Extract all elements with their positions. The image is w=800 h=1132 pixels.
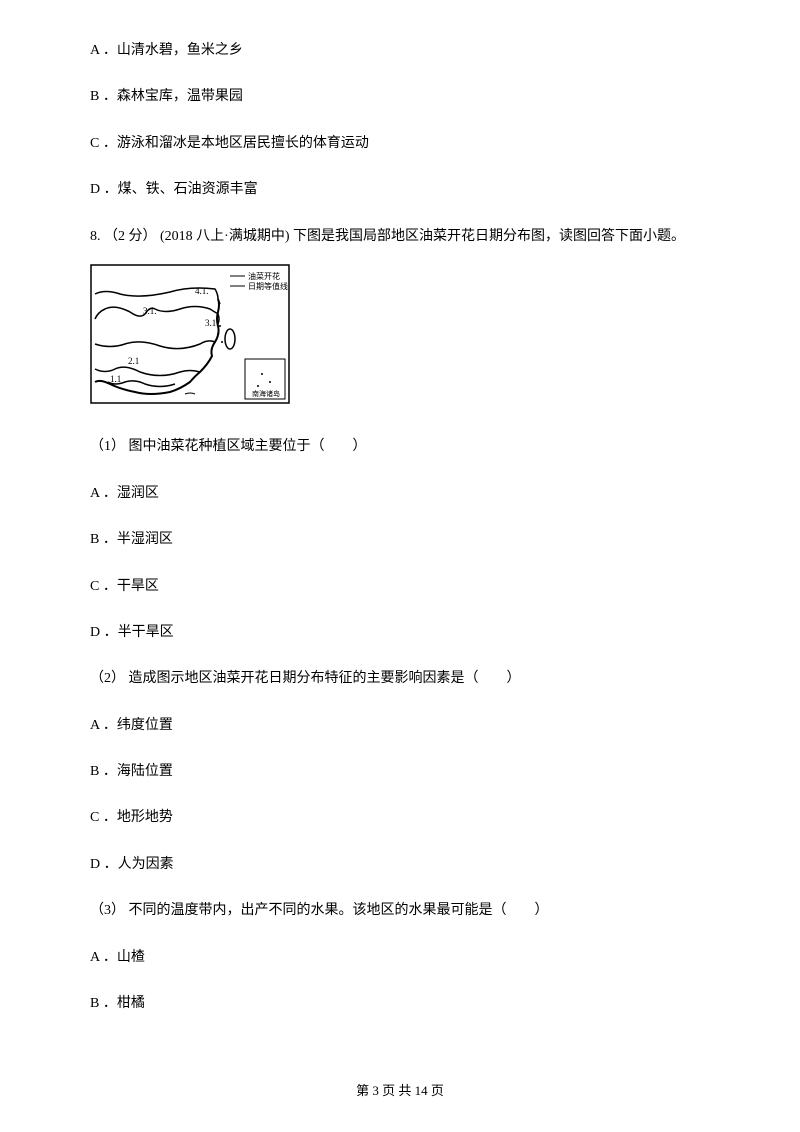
legend-label-1: 油菜开花 (248, 271, 280, 281)
sub-question-3-stem: （3） 不同的温度带内，出产不同的水果。该地区的水果最可能是（ ） (90, 900, 710, 922)
sub-question-1-stem: （1） 图中油菜花种植区域主要位于（ ） (90, 436, 710, 458)
page-footer: 第 3 页 共 14 页 (0, 1081, 800, 1102)
map-svg: 油菜开花 日期等值线 南海诸岛 4.1. 3.1. 3.1. 2.1 1.1 (90, 264, 290, 404)
map-label-3-1-b: 3.1. (205, 318, 219, 328)
option-b-8-1: B ．半湿润区 (90, 529, 710, 551)
map-label-4-1: 4.1. (195, 286, 209, 296)
option-a-8-1: A ．湿润区 (90, 483, 710, 505)
option-d-8-2: D ．人为因素 (90, 854, 710, 876)
question-8-stem: 8. （2 分） (2018 八上·满城期中) 下图是我国局部地区油菜开花日期分… (90, 226, 710, 248)
map-label-2-1: 2.1 (128, 356, 139, 366)
inset-label: 南海诸岛 (252, 389, 280, 398)
option-b-q7: B ．森林宝库，温带果园 (90, 86, 710, 108)
option-a-8-2: A ．纬度位置 (90, 715, 710, 737)
option-b-8-2: B ．海陆位置 (90, 761, 710, 783)
option-d-8-1: D ．半干旱区 (90, 622, 710, 644)
legend-label-2: 日期等值线 (248, 281, 288, 291)
map-label-3-1-a: 3.1. (143, 306, 157, 316)
option-d-q7: D ．煤、铁、石油资源丰富 (90, 179, 710, 201)
map-figure: 油菜开花 日期等值线 南海诸岛 4.1. 3.1. 3.1. 2.1 1.1 (90, 264, 710, 412)
sub-question-2-stem: （2） 造成图示地区油菜开花日期分布特征的主要影响因素是（ ） (90, 668, 710, 690)
option-c-8-2: C ．地形地势 (90, 807, 710, 829)
option-a-8-3: A ．山楂 (90, 947, 710, 969)
option-b-8-3: B ．柑橘 (90, 993, 710, 1015)
option-c-8-1: C ．干旱区 (90, 576, 710, 598)
option-a-q7: A ．山清水碧，鱼米之乡 (90, 40, 710, 62)
option-c-q7: C ．游泳和溜冰是本地区居民擅长的体育运动 (90, 133, 710, 155)
map-label-1-1: 1.1 (110, 374, 121, 384)
